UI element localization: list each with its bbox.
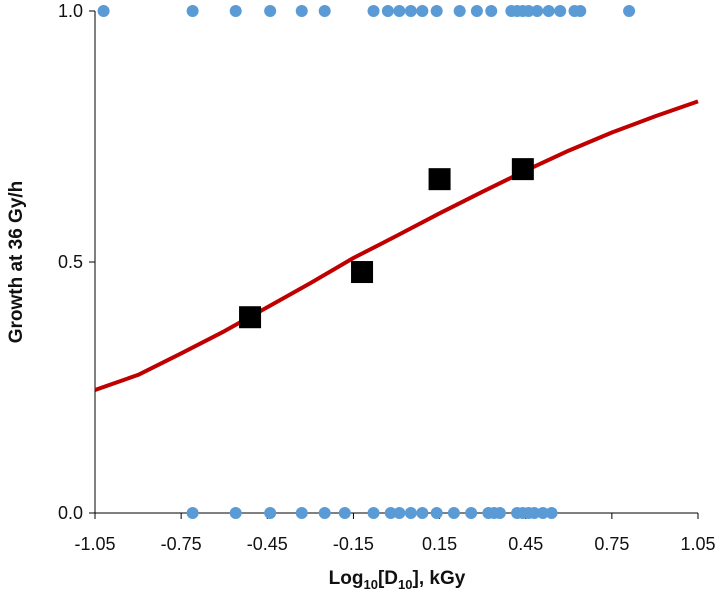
binned-mean-square [428,168,451,191]
binary-point [430,5,443,17]
x-tick-label: -0.15 [333,534,374,554]
x-axis-title-mid: [D [378,568,398,589]
binary-point [536,507,549,519]
binary-point [574,5,587,17]
binary-point [542,5,555,17]
binary-point [447,507,460,519]
x-axis-title-end: ], kGy [413,568,466,589]
fit-curve-line [94,99,699,392]
binary-point [264,5,277,17]
binary-point [554,5,567,17]
binary-point [318,507,331,519]
binary-point [229,5,242,17]
binary-point [295,507,308,519]
x-tick-label: 1.05 [680,534,715,554]
binary-point [493,507,506,519]
y-tick-label: 1.0 [58,1,83,21]
binary-point [186,5,199,17]
x-tick-label: 0.15 [422,534,457,554]
binary-point [470,5,483,17]
y-axis-title: Growth at 36 Gy/h [6,181,27,344]
binary-point [485,5,498,17]
binary-point [295,5,308,17]
binned-mean-square [351,261,374,284]
binary-point [623,5,636,17]
x-axis-title: Log10[D10], kGy [329,568,466,592]
plot-frame [95,11,698,513]
binary-point [465,507,478,519]
series-fit-curve [94,99,699,392]
y-ticks: 0.0 0.5 1.0 [58,1,95,523]
x-tick-label: -0.45 [247,534,288,554]
binary-point [393,5,406,17]
plot-area: 0.0 0.5 1.0 -1.05 -0.75 -0.45 -0.15 0.15 0.45 0.… [58,1,716,554]
binary-point [318,5,331,17]
binary-point [531,5,544,17]
binary-point [367,507,380,519]
binary-point [229,507,242,519]
binary-point [393,507,406,519]
x-tick-label: 0.75 [594,534,629,554]
binary-point [384,507,397,519]
binary-point [367,5,380,17]
binary-point [416,5,429,17]
binary-point [404,5,417,17]
x-axis-title-sub2: 10 [398,577,412,592]
binary-point [97,5,110,17]
binary-point [338,507,351,519]
binary-point [528,507,541,519]
series-binary-points [97,5,636,519]
binned-mean-square [239,306,262,329]
binary-point [453,5,466,17]
binary-point [545,507,558,519]
binary-point [381,5,394,17]
binary-point [416,507,429,519]
x-tick-label: 0.45 [508,534,543,554]
binary-point [404,507,417,519]
binary-point [186,507,199,519]
x-axis-title-main: Log [329,568,364,589]
x-tick-label: -1.05 [74,534,115,554]
x-tick-label: -0.75 [161,534,202,554]
x-axis-title-sub1: 10 [364,577,378,592]
series-binned-means [239,158,534,329]
x-ticks: -1.05 -0.75 -0.45 -0.15 0.15 0.45 0.75 1.05 [74,513,716,554]
y-tick-label: 0.5 [58,252,83,272]
binary-point [430,507,443,519]
binned-mean-square [511,158,534,181]
binary-point [264,507,277,519]
y-tick-label: 0.0 [58,503,83,523]
binary-point [522,5,535,17]
